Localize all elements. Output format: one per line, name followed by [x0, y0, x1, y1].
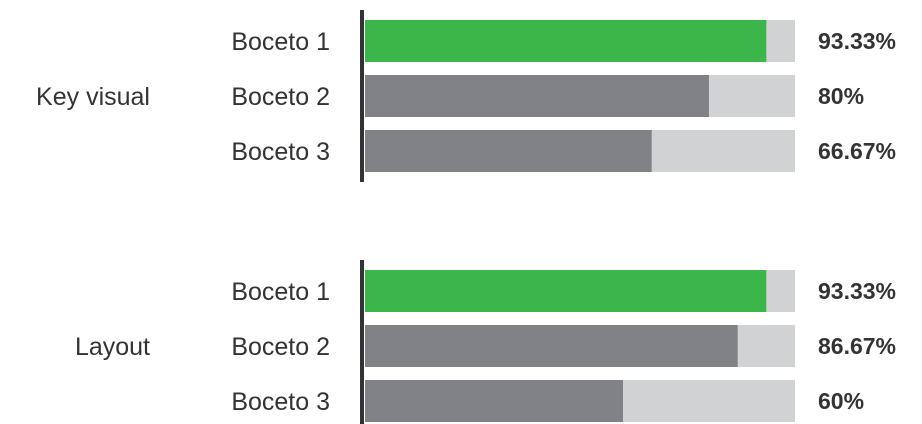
value-label: 80%	[818, 83, 864, 109]
category-label: Boceto 3	[231, 388, 330, 416]
axis-line-key-visual	[360, 10, 364, 182]
bar-key-visual-3	[365, 130, 652, 172]
category-label: Boceto 3	[231, 138, 330, 166]
bar-layout-1	[365, 270, 767, 312]
group-label-key-visual: Key visual	[36, 83, 150, 111]
value-label: 86.67%	[818, 333, 896, 359]
axis-line-layout	[360, 260, 364, 424]
category-label: Boceto 2	[231, 333, 330, 361]
bar-layout-2	[365, 325, 738, 367]
value-label: 93.33%	[818, 278, 896, 304]
bar-key-visual-1	[365, 20, 767, 62]
group-label-layout: Layout	[75, 333, 150, 361]
bar-key-visual-2	[365, 75, 709, 117]
value-label: 60%	[818, 388, 864, 414]
category-label: Boceto 1	[231, 278, 330, 306]
value-label: 93.33%	[818, 28, 896, 54]
category-label: Boceto 1	[231, 28, 330, 56]
category-label: Boceto 2	[231, 83, 330, 111]
bar-layout-3	[365, 380, 623, 422]
value-label: 66.67%	[818, 138, 896, 164]
